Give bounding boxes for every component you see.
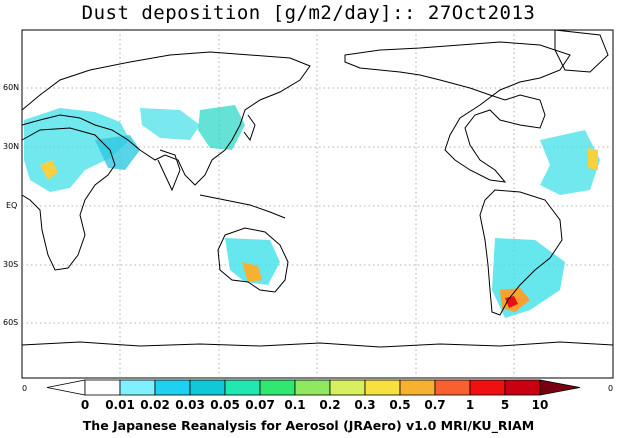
colorbar-level-label: 0.7 — [424, 398, 446, 412]
colorbar-swatch-7 — [329, 379, 366, 396]
coast-indonesia — [199, 194, 286, 219]
coast-north-america — [344, 41, 571, 183]
colorbar-swatch-1 — [119, 379, 156, 396]
colorbar-level-label: 5 — [500, 398, 510, 412]
colorbar-level-label: 1 — [465, 398, 475, 412]
lat-label-60s: 60S — [3, 318, 19, 327]
colorbar-level-label: 0.5 — [389, 398, 411, 412]
coast-japan — [243, 114, 256, 142]
footer-credit: The Japanese Reanalysis for Aerosol (JRA… — [82, 418, 535, 433]
colorbar-swatch-2 — [154, 379, 191, 396]
colorbar-level-label: 0.01 — [105, 398, 135, 412]
colorbar-level-label: 0.05 — [210, 398, 240, 412]
colorbar-level-label: 0.1 — [284, 398, 306, 412]
colorbar-edge-right: 0 — [608, 384, 614, 393]
dust-east-asia — [198, 105, 245, 150]
colorbar-swatches — [46, 379, 581, 396]
dust-atlantic-core — [588, 148, 598, 170]
coast-greenland — [554, 29, 609, 73]
colorbar-swatch-10 — [434, 379, 471, 396]
dust-deposition-fields — [24, 105, 600, 318]
coastlines — [21, 29, 614, 348]
lat-label-30s: 30S — [3, 260, 19, 269]
colorbar-swatch-5 — [259, 379, 296, 396]
colorbar-swatch-6 — [294, 379, 331, 396]
colorbar-swatch-12 — [504, 379, 541, 396]
map-frame — [21, 29, 614, 379]
colorbar-arrow-low — [46, 379, 86, 396]
dust-australia — [225, 238, 280, 285]
coast-south-america — [479, 189, 563, 316]
colorbar-swatch-4 — [224, 379, 261, 396]
coast-india — [157, 149, 181, 192]
colorbar-level-label: 0.02 — [140, 398, 170, 412]
colorbar-edge-left: 0 — [22, 384, 28, 393]
dust-central-asia — [140, 108, 200, 140]
dust-arabia — [95, 135, 140, 170]
colorbar-level-label: 0.3 — [354, 398, 376, 412]
lat-label-eq: EQ — [6, 201, 18, 210]
lat-label-60n: 60N — [3, 83, 20, 92]
dust-caribbean-atlantic — [540, 130, 600, 195]
colorbar-swatch-8 — [364, 379, 401, 396]
colorbar-level-label: 0.03 — [175, 398, 205, 412]
coast-australia — [217, 227, 289, 293]
map-title: Dust deposition [g/m2/day]:: 27Oct2013 — [81, 2, 536, 24]
colorbar-swatch-3 — [189, 379, 226, 396]
coast-africa — [21, 127, 116, 271]
colorbar-level-label: 0.07 — [245, 398, 275, 412]
colorbar-swatch-0 — [84, 379, 121, 396]
colorbar-level-label: 0.2 — [319, 398, 341, 412]
colorbar-swatch-9 — [399, 379, 436, 396]
coast-antarctica — [21, 341, 614, 348]
colorbar-swatch-11 — [469, 379, 506, 396]
dust-sahel-core — [40, 160, 58, 180]
colorbar-level-label: 10 — [531, 398, 549, 412]
coast-europe-asia — [21, 51, 311, 186]
colorbar-arrow-high — [539, 379, 581, 396]
lat-label-30n: 30N — [3, 142, 20, 151]
dust-australia-core — [242, 262, 262, 282]
colorbar-level-label: 0 — [80, 398, 90, 412]
